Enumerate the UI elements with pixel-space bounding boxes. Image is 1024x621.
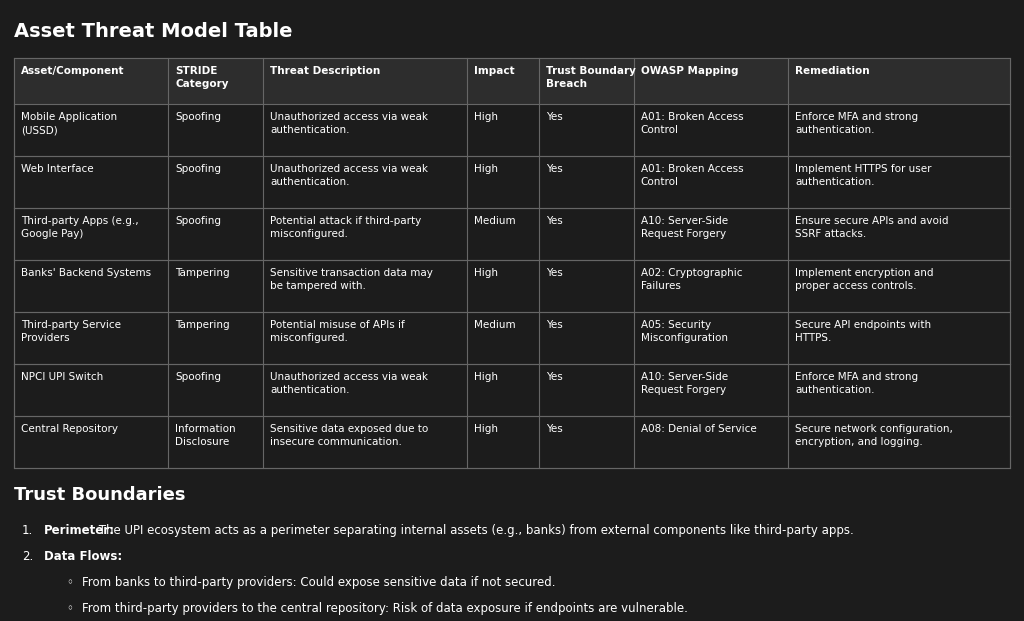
Text: Web Interface: Web Interface xyxy=(22,164,93,174)
Text: Asset Threat Model Table: Asset Threat Model Table xyxy=(14,22,293,41)
Text: A05: Security
Misconfiguration: A05: Security Misconfiguration xyxy=(641,320,727,343)
Text: Medium: Medium xyxy=(474,216,516,226)
Text: Spoofing: Spoofing xyxy=(175,372,221,382)
Text: Perimeter:: Perimeter: xyxy=(44,524,115,537)
Text: High: High xyxy=(474,164,499,174)
Text: Central Repository: Central Repository xyxy=(22,424,118,434)
Text: High: High xyxy=(474,112,499,122)
Text: Asset/Component: Asset/Component xyxy=(22,66,125,76)
Text: A10: Server-Side
Request Forgery: A10: Server-Side Request Forgery xyxy=(641,216,728,239)
Text: Spoofing: Spoofing xyxy=(175,112,221,122)
Text: Yes: Yes xyxy=(546,424,562,434)
Text: Secure network configuration,
encryption, and logging.: Secure network configuration, encryption… xyxy=(795,424,952,447)
Text: ◦: ◦ xyxy=(66,602,73,615)
Text: Sensitive transaction data may
be tampered with.: Sensitive transaction data may be tamper… xyxy=(270,268,433,291)
Text: Unauthorized access via weak
authentication.: Unauthorized access via weak authenticat… xyxy=(270,372,428,395)
Text: Threat Description: Threat Description xyxy=(270,66,380,76)
Text: Third-party Apps (e.g.,
Google Pay): Third-party Apps (e.g., Google Pay) xyxy=(22,216,138,239)
Text: Yes: Yes xyxy=(546,164,562,174)
Text: Trust Boundaries: Trust Boundaries xyxy=(14,486,185,504)
Text: 1.: 1. xyxy=(22,524,33,537)
Text: Tampering: Tampering xyxy=(175,320,230,330)
Text: Enforce MFA and strong
authentication.: Enforce MFA and strong authentication. xyxy=(795,372,919,395)
Text: Information
Disclosure: Information Disclosure xyxy=(175,424,236,447)
Text: Yes: Yes xyxy=(546,112,562,122)
Text: High: High xyxy=(474,372,499,382)
Text: Impact: Impact xyxy=(474,66,515,76)
Text: Trust Boundary
Breach: Trust Boundary Breach xyxy=(546,66,636,89)
Text: Banks' Backend Systems: Banks' Backend Systems xyxy=(22,268,152,278)
Text: Sensitive data exposed due to
insecure communication.: Sensitive data exposed due to insecure c… xyxy=(270,424,428,447)
Text: Remediation: Remediation xyxy=(795,66,869,76)
Text: 2.: 2. xyxy=(22,550,33,563)
Bar xyxy=(14,58,1010,468)
Text: Yes: Yes xyxy=(546,372,562,382)
Text: Implement encryption and
proper access controls.: Implement encryption and proper access c… xyxy=(795,268,934,291)
Text: ◦: ◦ xyxy=(66,576,73,589)
Text: STRIDE
Category: STRIDE Category xyxy=(175,66,229,89)
Text: Enforce MFA and strong
authentication.: Enforce MFA and strong authentication. xyxy=(795,112,919,135)
Text: OWASP Mapping: OWASP Mapping xyxy=(641,66,738,76)
Text: From third-party providers to the central repository: Risk of data exposure if e: From third-party providers to the centra… xyxy=(82,602,688,615)
Text: Medium: Medium xyxy=(474,320,516,330)
Text: Spoofing: Spoofing xyxy=(175,216,221,226)
Text: Spoofing: Spoofing xyxy=(175,164,221,174)
Text: Yes: Yes xyxy=(546,216,562,226)
Text: Implement HTTPS for user
authentication.: Implement HTTPS for user authentication. xyxy=(795,164,932,187)
Text: High: High xyxy=(474,268,499,278)
Text: A01: Broken Access
Control: A01: Broken Access Control xyxy=(641,164,743,187)
Text: A10: Server-Side
Request Forgery: A10: Server-Side Request Forgery xyxy=(641,372,728,395)
Text: Third-party Service
Providers: Third-party Service Providers xyxy=(22,320,121,343)
Text: Yes: Yes xyxy=(546,268,562,278)
Text: Ensure secure APIs and avoid
SSRF attacks.: Ensure secure APIs and avoid SSRF attack… xyxy=(795,216,948,239)
Text: Mobile Application
(USSD): Mobile Application (USSD) xyxy=(22,112,117,135)
Text: Tampering: Tampering xyxy=(175,268,230,278)
Text: The UPI ecosystem acts as a perimeter separating internal assets (e.g., banks) f: The UPI ecosystem acts as a perimeter se… xyxy=(95,524,854,537)
Text: Yes: Yes xyxy=(546,320,562,330)
Text: A08: Denial of Service: A08: Denial of Service xyxy=(641,424,757,434)
Text: High: High xyxy=(474,424,499,434)
Bar xyxy=(14,58,1010,104)
Text: Unauthorized access via weak
authentication.: Unauthorized access via weak authenticat… xyxy=(270,164,428,187)
Text: Potential misuse of APIs if
misconfigured.: Potential misuse of APIs if misconfigure… xyxy=(270,320,404,343)
Text: NPCI UPI Switch: NPCI UPI Switch xyxy=(22,372,103,382)
Text: Potential attack if third-party
misconfigured.: Potential attack if third-party misconfi… xyxy=(270,216,421,239)
Text: Data Flows:: Data Flows: xyxy=(44,550,122,563)
Text: Unauthorized access via weak
authentication.: Unauthorized access via weak authenticat… xyxy=(270,112,428,135)
Text: A02: Cryptographic
Failures: A02: Cryptographic Failures xyxy=(641,268,742,291)
Text: From banks to third-party providers: Could expose sensitive data if not secured.: From banks to third-party providers: Cou… xyxy=(82,576,555,589)
Text: Secure API endpoints with
HTTPS.: Secure API endpoints with HTTPS. xyxy=(795,320,931,343)
Text: A01: Broken Access
Control: A01: Broken Access Control xyxy=(641,112,743,135)
